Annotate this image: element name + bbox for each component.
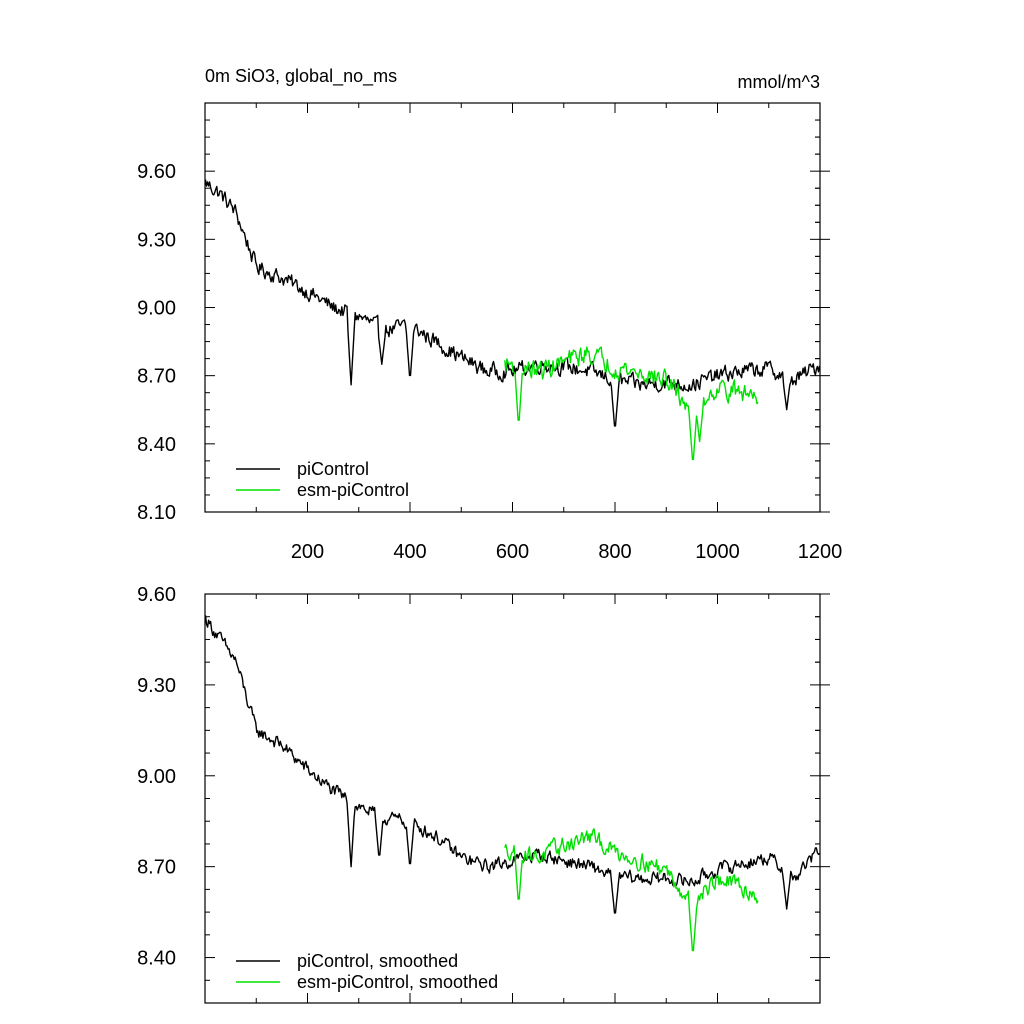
y-tick-labels-top: 8.10 8.40 8.70 9.00 9.30 9.60 <box>137 161 176 524</box>
y-tick-label-bottom: 9.60 <box>137 584 176 606</box>
y-tick-label-top: 9.30 <box>137 229 176 251</box>
units-label: mmol/m^3 <box>738 72 820 92</box>
y-tick-label-top: 8.70 <box>137 366 176 388</box>
y-tick-label-bottom: 9.30 <box>137 675 176 697</box>
x-tick-label-top: 800 <box>598 541 631 563</box>
chart-title: 0m SiO3, global_no_ms <box>205 66 397 87</box>
x-tick-label-top: 1200 <box>798 541 843 563</box>
y-tick-label-bottom: 8.70 <box>137 857 176 879</box>
series-lines-top <box>204 179 821 460</box>
panel-bottom: 8.40 8.70 9.00 9.30 9.60 piControl, smoothed… <box>137 584 830 1004</box>
series-lines-bottom <box>204 615 821 952</box>
y-tick-label-bottom: 8.40 <box>137 948 176 970</box>
x-tick-labels-top: 200 400 600 800 1000 1200 <box>291 541 842 563</box>
x-tick-label-top: 400 <box>393 541 426 563</box>
legend-bottom: piControl, smoothed esm-piControl, smoot… <box>236 951 498 992</box>
tick-marks-bottom <box>205 593 830 1004</box>
y-tick-labels-bottom: 8.40 8.70 9.00 9.30 9.60 <box>137 584 176 970</box>
legend-label-esm-picontrol-smoothed: esm-piControl, smoothed <box>297 972 498 992</box>
series-line-picontrol <box>204 179 821 427</box>
y-tick-label-top: 8.40 <box>137 434 176 456</box>
x-tick-label-top: 600 <box>496 541 529 563</box>
y-tick-label-bottom: 9.00 <box>137 766 176 788</box>
series-line-esm-picontrol <box>504 346 759 460</box>
x-tick-label-top: 1000 <box>695 541 740 563</box>
y-tick-label-top: 9.60 <box>137 161 176 183</box>
legend-label-picontrol: piControl <box>297 459 369 479</box>
y-tick-label-top: 8.10 <box>137 502 176 524</box>
legend-label-picontrol-smoothed: piControl, smoothed <box>297 951 458 971</box>
series-line-esm-picontrol-smoothed <box>504 828 759 952</box>
tick-marks-top <box>205 102 830 513</box>
legend-top: piControl esm-piControl <box>236 459 409 500</box>
panel-top: 8.10 8.40 8.70 9.00 9.30 9.60 200 400 600 800 100… <box>137 66 842 563</box>
x-tick-label-top: 200 <box>291 541 324 563</box>
legend-label-esm-picontrol: esm-piControl <box>297 480 409 500</box>
y-tick-label-top: 9.00 <box>137 298 176 320</box>
